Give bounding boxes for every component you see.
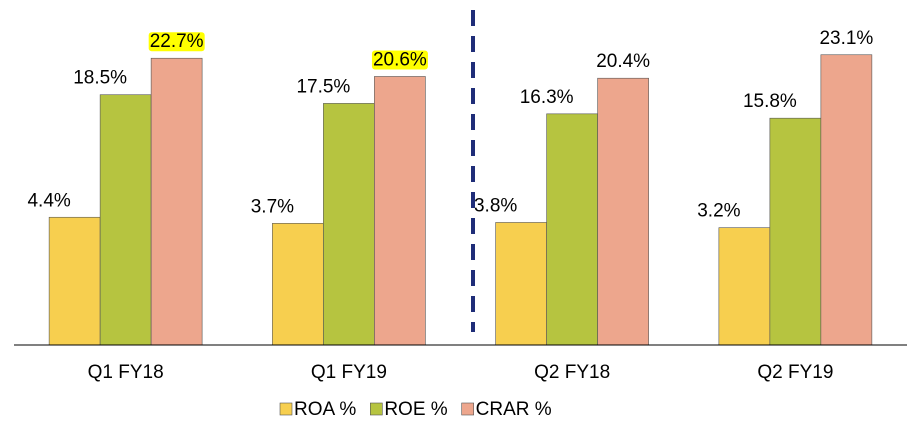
data-label: 18.5% (73, 68, 127, 89)
bar (99, 94, 152, 346)
data-label: 17.5% (296, 76, 350, 97)
data-label: 15.8% (743, 91, 797, 112)
data-label: 20.4% (596, 51, 650, 72)
bar (769, 117, 822, 346)
data-label: 23.1% (819, 28, 873, 49)
bar (150, 57, 203, 346)
legend-label: ROA % (294, 399, 356, 420)
legend-label: CRAR % (476, 399, 552, 420)
legend-swatch (461, 402, 474, 416)
data-label: 22.7% (150, 31, 204, 52)
data-label: 16.3% (520, 87, 574, 108)
bar (374, 76, 426, 346)
x-tick-label: Q2 FY18 (534, 362, 610, 383)
data-label: 3.2% (697, 201, 740, 222)
label-highlight (371, 50, 428, 70)
x-tick-label: Q1 FY19 (311, 362, 387, 383)
bar (820, 54, 873, 346)
bar (48, 216, 101, 346)
bar (597, 77, 649, 346)
data-label: 4.4% (27, 190, 70, 211)
legend-label: ROE % (384, 399, 447, 420)
data-label: 20.6% (373, 49, 427, 70)
bar (718, 227, 771, 346)
bar (495, 222, 547, 346)
data-label: 3.8% (474, 195, 517, 216)
legend-swatch (370, 402, 383, 416)
x-tick-label: Q1 FY18 (88, 362, 164, 383)
bar (546, 113, 598, 346)
label-highlight (148, 32, 205, 52)
bar (323, 103, 375, 346)
data-label: 3.7% (251, 196, 294, 217)
x-tick-label: Q2 FY19 (757, 362, 833, 383)
legend-swatch (279, 402, 293, 416)
bar (272, 223, 324, 346)
